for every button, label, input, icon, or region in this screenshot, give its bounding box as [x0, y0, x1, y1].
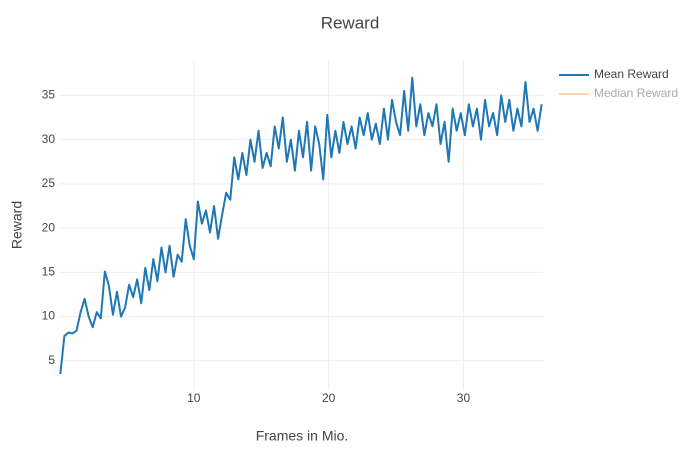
x-tick-label: 10 — [187, 391, 201, 405]
x-axis-title: Frames in Mio. — [256, 428, 349, 444]
legend-label[interactable]: Mean Reward — [594, 67, 669, 81]
y-tick-label: 25 — [42, 176, 56, 190]
data-line — [59, 76, 543, 375]
y-tick-label: 5 — [48, 353, 55, 367]
y-axis-title: Reward — [9, 201, 25, 249]
chart-title: Reward — [321, 13, 380, 32]
x-tick-label: 20 — [322, 391, 336, 405]
legend-label[interactable]: Median Reward — [594, 86, 678, 100]
y-tick-label: 30 — [42, 132, 56, 146]
y-tick-label: 20 — [42, 220, 56, 234]
x-tick-label: 30 — [457, 391, 471, 405]
y-tick-label: 10 — [42, 309, 56, 323]
y-tick-label: 15 — [42, 265, 56, 279]
y-tick-label: 35 — [42, 88, 56, 102]
